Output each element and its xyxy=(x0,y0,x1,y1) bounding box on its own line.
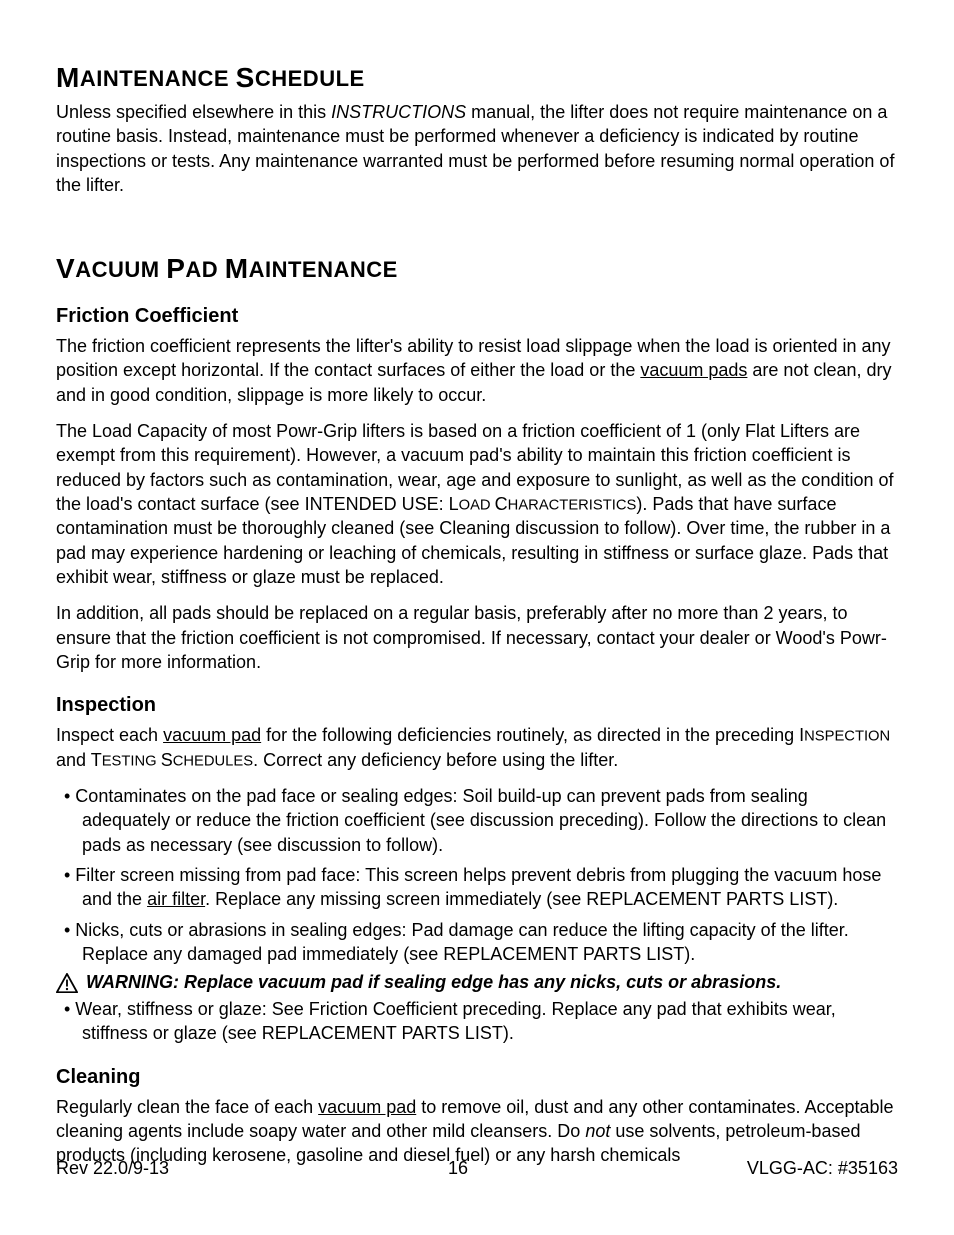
smallcaps: CHEDULES xyxy=(173,753,253,769)
text: S xyxy=(161,750,173,770)
bullet-item-1: • Contaminates on the pad face or sealin… xyxy=(56,784,898,857)
spacer xyxy=(56,209,898,253)
h1-cap: V xyxy=(56,253,75,284)
footer-page-number: 16 xyxy=(448,1158,468,1179)
heading-vacuum-pad-maintenance: VACUUM PAD MAINTENANCE xyxy=(56,253,898,285)
h1-cap2: S xyxy=(236,62,255,93)
inspection-intro: Inspect each vacuum pad for the followin… xyxy=(56,723,898,772)
warning-icon xyxy=(56,973,78,993)
h1-cap3: M xyxy=(225,253,249,284)
bullet-item-3: • Nicks, cuts or abrasions in sealing ed… xyxy=(56,918,898,967)
text: Regularly clean the face of each xyxy=(56,1097,318,1117)
smallcaps: HARACTERISTICS xyxy=(508,497,637,513)
instructions-word: INSTRUCTIONS xyxy=(331,102,466,122)
text: and T xyxy=(56,750,102,770)
text: . Replace any missing screen immediately… xyxy=(205,889,838,909)
friction-paragraph-3: In addition, all pads should be replaced… xyxy=(56,601,898,674)
text: for the following deficiencies routinely… xyxy=(261,725,804,745)
text: Unless specified elsewhere in this xyxy=(56,102,331,122)
h1-rest2: CHEDULE xyxy=(255,66,365,91)
underlined-term: vacuum pads xyxy=(640,360,747,380)
text: . Correct any deficiency before using th… xyxy=(253,750,618,770)
warning-text: WARNING: Replace vacuum pad if sealing e… xyxy=(86,972,781,993)
heading-maintenance-schedule: MAINTENANCE SCHEDULE xyxy=(56,62,898,94)
smallcaps: ESTING xyxy=(102,753,161,769)
smallcaps: NSPECTION xyxy=(804,729,890,745)
footer-document-id: VLGG-AC: #35163 xyxy=(747,1158,898,1179)
bullet-item-4: • Wear, stiffness or glaze: See Friction… xyxy=(56,997,898,1046)
underlined-term: vacuum pad xyxy=(163,725,261,745)
h1-rest2: AD xyxy=(185,257,224,282)
footer-revision: Rev 22.0/9-13 xyxy=(56,1158,169,1179)
maintenance-paragraph: Unless specified elsewhere in this INSTR… xyxy=(56,100,898,197)
page-footer: Rev 22.0/9-13 16 VLGG-AC: #35163 xyxy=(56,1158,898,1179)
friction-paragraph-2: The Load Capacity of most Powr-Grip lift… xyxy=(56,419,898,589)
not-word: not xyxy=(585,1121,615,1141)
h1-cap2: P xyxy=(166,253,185,284)
text: Inspect each xyxy=(56,725,163,745)
cleaning-paragraph: Regularly clean the face of each vacuum … xyxy=(56,1095,898,1168)
smallcaps: OAD xyxy=(459,497,495,513)
friction-paragraph-1: The friction coefficient represents the … xyxy=(56,334,898,407)
underlined-term: vacuum pad xyxy=(318,1097,416,1117)
h1-cap: M xyxy=(56,62,80,93)
heading-cleaning: Cleaning xyxy=(56,1066,898,1089)
document-page: MAINTENANCE SCHEDULE Unless specified el… xyxy=(0,0,954,1235)
heading-friction-coefficient: Friction Coefficient xyxy=(56,305,898,328)
bullet-item-2: • Filter screen missing from pad face: T… xyxy=(56,863,898,912)
text: C xyxy=(495,494,508,514)
underlined-term: air filter xyxy=(147,889,205,909)
h1-rest: AINTENANCE xyxy=(80,66,236,91)
h1-rest3: AINTENANCE xyxy=(249,257,398,282)
heading-inspection: Inspection xyxy=(56,694,898,717)
warning-row: WARNING: Replace vacuum pad if sealing e… xyxy=(56,972,898,993)
h1-rest: ACUUM xyxy=(75,257,166,282)
